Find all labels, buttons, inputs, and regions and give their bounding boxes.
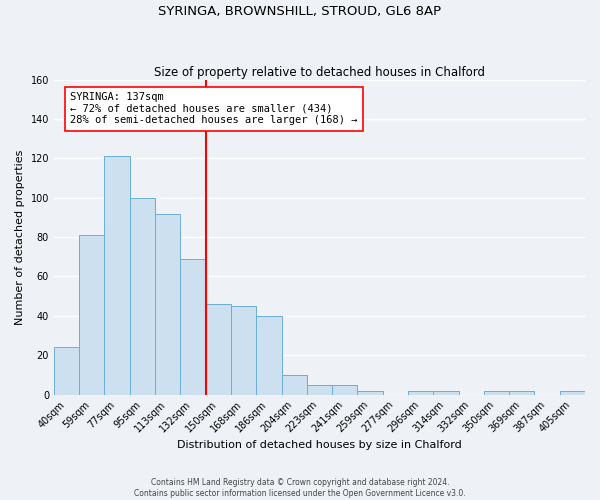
Y-axis label: Number of detached properties: Number of detached properties	[15, 150, 25, 325]
Bar	[155, 214, 181, 394]
Bar	[256, 316, 281, 394]
Bar	[130, 198, 155, 394]
Bar	[332, 384, 358, 394]
Bar	[408, 390, 433, 394]
Bar	[509, 390, 535, 394]
Title: Size of property relative to detached houses in Chalford: Size of property relative to detached ho…	[154, 66, 485, 78]
X-axis label: Distribution of detached houses by size in Chalford: Distribution of detached houses by size …	[177, 440, 462, 450]
Bar	[181, 259, 206, 394]
Text: SYRINGA, BROWNSHILL, STROUD, GL6 8AP: SYRINGA, BROWNSHILL, STROUD, GL6 8AP	[158, 5, 442, 18]
Bar	[79, 235, 104, 394]
Text: Contains HM Land Registry data © Crown copyright and database right 2024.
Contai: Contains HM Land Registry data © Crown c…	[134, 478, 466, 498]
Bar	[484, 390, 509, 394]
Bar	[560, 390, 585, 394]
Bar	[231, 306, 256, 394]
Bar	[281, 375, 307, 394]
Bar	[358, 390, 383, 394]
Bar	[433, 390, 458, 394]
Bar	[307, 384, 332, 394]
Text: SYRINGA: 137sqm
← 72% of detached houses are smaller (434)
28% of semi-detached : SYRINGA: 137sqm ← 72% of detached houses…	[70, 92, 358, 126]
Bar	[54, 348, 79, 395]
Bar	[206, 304, 231, 394]
Bar	[104, 156, 130, 394]
